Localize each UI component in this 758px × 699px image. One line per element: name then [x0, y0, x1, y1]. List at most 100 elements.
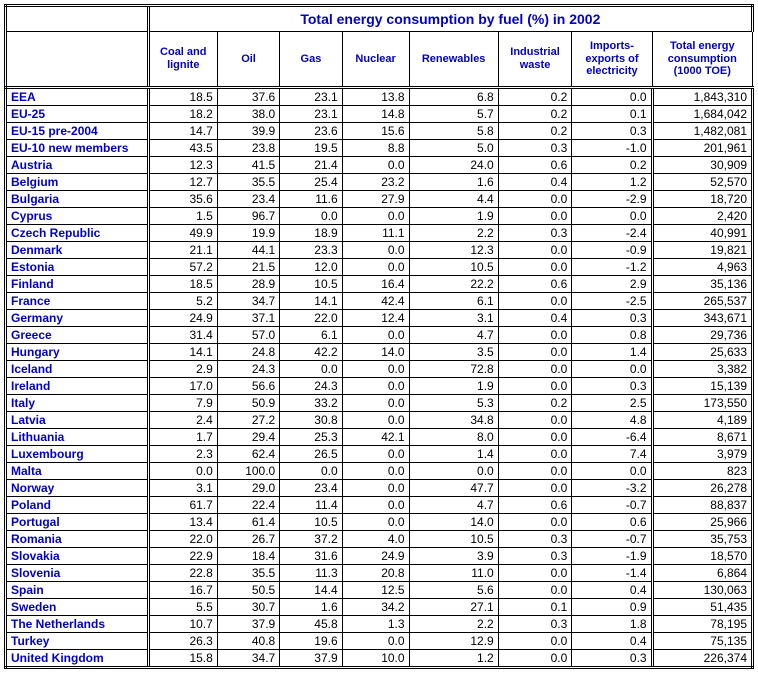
cell-value: 29.4 [217, 428, 279, 445]
cell-value: 50.5 [217, 581, 279, 598]
cell-value: 22.0 [280, 309, 342, 326]
cell-value: 0.4 [498, 173, 572, 190]
table-body: EEA18.537.623.113.86.80.20.01,843,310EU-… [6, 87, 753, 667]
col-imports: Imports-exports of electricity [572, 32, 652, 88]
cell-value: 0.6 [498, 275, 572, 292]
cell-value: 2,420 [652, 207, 752, 224]
cell-value: 0.0 [498, 649, 572, 667]
cell-value: 0.0 [498, 343, 572, 360]
row-label: Denmark [6, 241, 149, 258]
cell-value: 4.8 [572, 411, 652, 428]
row-label: The Netherlands [6, 615, 149, 632]
cell-value: 3.9 [409, 547, 498, 564]
cell-value: 12.7 [148, 173, 217, 190]
cell-value: 0.0 [498, 445, 572, 462]
cell-value: 62.4 [217, 445, 279, 462]
cell-value: 0.0 [498, 411, 572, 428]
cell-value: 22.8 [148, 564, 217, 581]
cell-value: 2.4 [148, 411, 217, 428]
table-row: Luxembourg2.362.426.50.01.40.07.43,979 [6, 445, 753, 462]
cell-value: 23.4 [280, 479, 342, 496]
cell-value: 23.4 [217, 190, 279, 207]
cell-value: 2.9 [148, 360, 217, 377]
cell-value: 24.3 [217, 360, 279, 377]
table-row: Portugal13.461.410.50.014.00.00.625,966 [6, 513, 753, 530]
cell-value: 1.8 [572, 615, 652, 632]
row-label: Romania [6, 530, 149, 547]
cell-value: 35.6 [148, 190, 217, 207]
cell-value: 2.3 [148, 445, 217, 462]
table-row: Spain16.750.514.412.55.60.00.4130,063 [6, 581, 753, 598]
cell-value: 12.3 [148, 156, 217, 173]
cell-value: 0.0 [342, 479, 409, 496]
cell-value: 21.5 [217, 258, 279, 275]
cell-value: 0.0 [342, 462, 409, 479]
cell-value: 2.2 [409, 615, 498, 632]
cell-value: -2.5 [572, 292, 652, 309]
cell-value: 0.0 [572, 207, 652, 224]
cell-value: 0.4 [498, 309, 572, 326]
cell-value: -2.4 [572, 224, 652, 241]
cell-value: 38.0 [217, 105, 279, 122]
row-label: Italy [6, 394, 149, 411]
cell-value: 75,135 [652, 632, 752, 649]
table-row: Slovenia22.835.511.320.811.00.0-1.46,864 [6, 564, 753, 581]
cell-value: 25,633 [652, 343, 752, 360]
row-label: Sweden [6, 598, 149, 615]
table-row: Latvia2.427.230.80.034.80.04.84,189 [6, 411, 753, 428]
energy-table: Total energy consumption by fuel (%) in … [4, 4, 754, 669]
cell-value: 14.8 [342, 105, 409, 122]
cell-value: 0.3 [572, 122, 652, 139]
cell-value: 4.7 [409, 496, 498, 513]
cell-value: 100.0 [217, 462, 279, 479]
cell-value: 0.0 [498, 258, 572, 275]
table-row: France5.234.714.142.46.10.0-2.5265,537 [6, 292, 753, 309]
row-label: Estonia [6, 258, 149, 275]
cell-value: 173,550 [652, 394, 752, 411]
cell-value: 39.9 [217, 122, 279, 139]
cell-value: 72.8 [409, 360, 498, 377]
cell-value: 26.3 [148, 632, 217, 649]
cell-value: 52,570 [652, 173, 752, 190]
cell-value: 25.3 [280, 428, 342, 445]
cell-value: 8.0 [409, 428, 498, 445]
cell-value: 0.3 [572, 649, 652, 667]
cell-value: 33.2 [280, 394, 342, 411]
cell-value: 45.8 [280, 615, 342, 632]
cell-value: 88,837 [652, 496, 752, 513]
cell-value: 1,482,081 [652, 122, 752, 139]
cell-value: 0.1 [572, 105, 652, 122]
cell-value: 12.9 [409, 632, 498, 649]
cell-value: 24.8 [217, 343, 279, 360]
row-label: Latvia [6, 411, 149, 428]
cell-value: 0.0 [342, 513, 409, 530]
cell-value: 27.9 [342, 190, 409, 207]
table-row: Poland61.722.411.40.04.70.6-0.788,837 [6, 496, 753, 513]
cell-value: -0.7 [572, 530, 652, 547]
cell-value: 11.0 [409, 564, 498, 581]
cell-value: 14.1 [280, 292, 342, 309]
table-row: Slovakia22.918.431.624.93.90.3-1.918,570 [6, 547, 753, 564]
cell-value: 0.4 [572, 632, 652, 649]
cell-value: 11.3 [280, 564, 342, 581]
cell-value: 57.2 [148, 258, 217, 275]
table-row: Sweden5.530.71.634.227.10.10.951,435 [6, 598, 753, 615]
cell-value: 5.5 [148, 598, 217, 615]
cell-value: 37.2 [280, 530, 342, 547]
cell-value: 14.4 [280, 581, 342, 598]
cell-value: 3,382 [652, 360, 752, 377]
cell-value: 35,753 [652, 530, 752, 547]
cell-value: 18.2 [148, 105, 217, 122]
cell-value: 12.4 [342, 309, 409, 326]
cell-value: 30,909 [652, 156, 752, 173]
cell-value: 34.8 [409, 411, 498, 428]
cell-value: 0.0 [280, 360, 342, 377]
cell-value: 18,720 [652, 190, 752, 207]
cell-value: 3.1 [409, 309, 498, 326]
cell-value: 5.6 [409, 581, 498, 598]
cell-value: 17.0 [148, 377, 217, 394]
cell-value: 1,684,042 [652, 105, 752, 122]
col-renewables: Renewables [409, 32, 498, 88]
cell-value: 40.8 [217, 632, 279, 649]
cell-value: 0.3 [498, 224, 572, 241]
